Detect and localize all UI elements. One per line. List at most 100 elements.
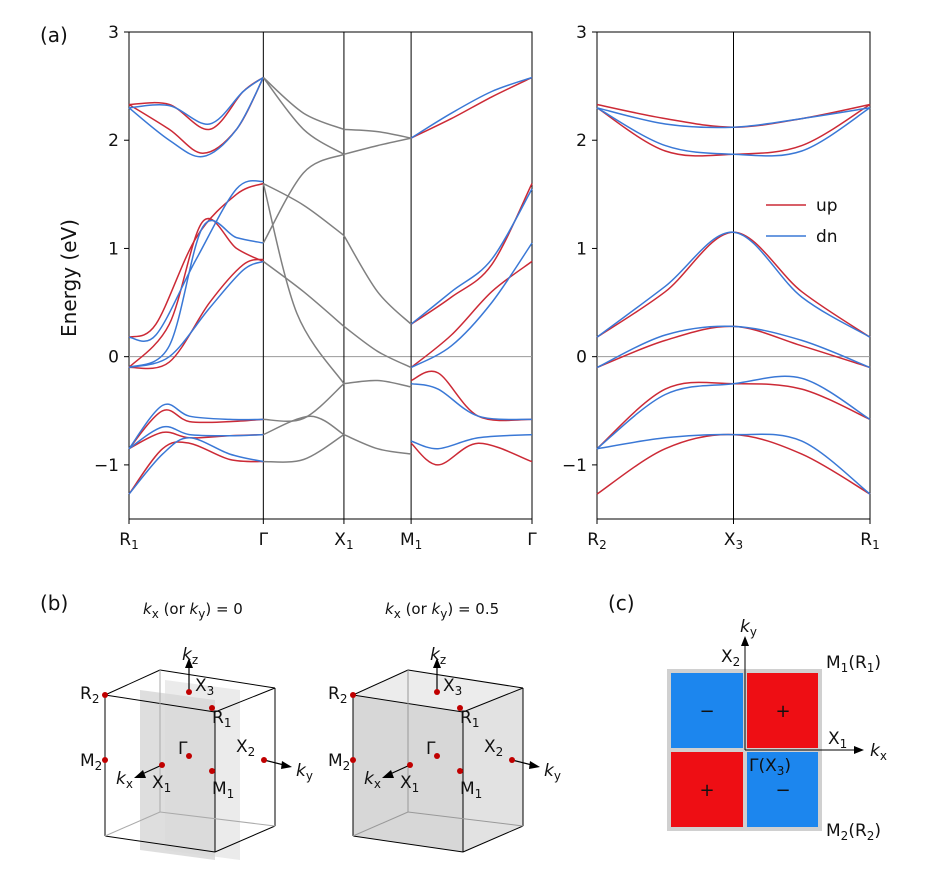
cube-left-kpoint-dot bbox=[159, 762, 165, 768]
chart-left-band-dn bbox=[128, 260, 264, 369]
chart-left-x-tick-label: R1 bbox=[119, 530, 138, 552]
quadrant-bottom-right bbox=[747, 752, 818, 827]
chart-left-band-up bbox=[410, 183, 533, 325]
chart-left-band-dn bbox=[128, 77, 264, 158]
bz-cube-left: kx (or ky) = 0 bbox=[104, 600, 276, 860]
chart-right-band-dn bbox=[596, 107, 871, 157]
cube-right-kpoint-label: M2 bbox=[328, 751, 350, 773]
quadrant-top-right bbox=[747, 673, 818, 748]
bz-cube-right: kx (or ky) = 0.5 bbox=[352, 600, 524, 853]
cube-right-kpoint-dot bbox=[350, 757, 356, 763]
cube-left-axis-label: kx bbox=[116, 769, 133, 791]
panel-label-b: (b) bbox=[40, 591, 68, 615]
chart-right-x-tick-label: R2 bbox=[587, 530, 606, 552]
kx-label: kx bbox=[870, 741, 887, 763]
cube-right-kpoint-dot bbox=[509, 757, 515, 763]
gamma-label: Γ(X3) bbox=[749, 756, 791, 778]
cube-right-kpoint-label: X3 bbox=[443, 676, 462, 698]
cube-edge bbox=[214, 687, 276, 713]
cube-left-kpoint-dot bbox=[102, 757, 108, 763]
cube-right-kpoint-label: R2 bbox=[328, 684, 347, 706]
cube-right-axis-label: ky bbox=[544, 761, 561, 783]
cube-right-kpoint-dot bbox=[434, 753, 440, 759]
chart-right-y-tick-label: 0 bbox=[576, 348, 587, 368]
cube-left-kpoint-label: R2 bbox=[80, 684, 99, 706]
cube-edge bbox=[352, 669, 409, 696]
chart-left-band-gray bbox=[343, 379, 412, 388]
chart-right-y-tick-label: −1 bbox=[562, 456, 587, 476]
chart-left-y-tick-label: 3 bbox=[108, 23, 119, 43]
chart-left-band-dn bbox=[128, 219, 264, 369]
cube-left-axis-label: kz bbox=[182, 645, 198, 667]
cube-edge bbox=[407, 669, 524, 689]
chart-left-band-up bbox=[128, 182, 264, 338]
panel-label-c: (c) bbox=[608, 591, 635, 615]
chart-right-band-dn bbox=[596, 325, 871, 369]
chart-right-y-tick-label: 1 bbox=[576, 239, 587, 259]
chart-left-band-gray bbox=[262, 76, 345, 131]
chart-left-band-up bbox=[128, 218, 264, 369]
chart-left-band-dn bbox=[410, 382, 533, 421]
cube-edge bbox=[159, 669, 276, 689]
cube-edge-hidden bbox=[352, 811, 409, 837]
x1-label: X1 bbox=[828, 729, 847, 751]
chart-right-band-dn bbox=[596, 433, 871, 495]
cube-edge bbox=[462, 687, 524, 713]
cube-left-kpoint-dot bbox=[186, 753, 192, 759]
cube-left-kpoint-dot bbox=[186, 689, 192, 695]
chart-left-band-gray bbox=[263, 415, 345, 436]
kx-arrowhead bbox=[854, 746, 864, 754]
chart-left-band-up bbox=[128, 441, 264, 495]
chart-left-band-gray bbox=[262, 77, 345, 155]
chart-left-x-tick-label: Γ bbox=[259, 530, 269, 550]
chart-left-band-up bbox=[410, 370, 533, 422]
chart-left-band-gray bbox=[262, 153, 345, 244]
chart-left-band-dn bbox=[410, 242, 533, 369]
cube-right-kpoint-dot bbox=[407, 762, 413, 768]
chart-left-band-dn bbox=[128, 76, 264, 125]
cube-left-kpoint-dot bbox=[209, 768, 215, 774]
chart-left-band-dn bbox=[410, 76, 533, 139]
cube-right-kpoint-label: M1 bbox=[460, 779, 482, 801]
legend-up-label: up bbox=[816, 196, 838, 216]
chart-left-band-up bbox=[410, 260, 533, 369]
chart-left-band-gray bbox=[343, 235, 412, 325]
chart-left-y-tick-label: 0 bbox=[108, 348, 119, 368]
chart-left-band-dn bbox=[128, 179, 264, 343]
y-axis-label: Energy (eV) bbox=[57, 219, 81, 337]
chart-left-band-gray bbox=[263, 383, 345, 423]
quadrant-sign: + bbox=[775, 701, 790, 722]
cube-left-kpoint-dot bbox=[209, 705, 215, 711]
chart-left-band-gray bbox=[262, 183, 345, 385]
cube-right-kz-arrowhead bbox=[433, 658, 441, 668]
cube-edge-hidden bbox=[104, 811, 161, 837]
chart-left-y-tick-label: 1 bbox=[108, 239, 119, 259]
chart-left-y-tick-label: −1 bbox=[94, 456, 119, 476]
cube-right-kpoint-dot bbox=[434, 689, 440, 695]
cube-left-kpoint-label: Γ bbox=[178, 739, 188, 759]
ky-arrowhead bbox=[741, 636, 749, 646]
cube-right-kpoint-label: R1 bbox=[460, 708, 479, 730]
quadrant-sign: − bbox=[775, 780, 790, 801]
cube-right-title: kx (or ky) = 0.5 bbox=[385, 600, 499, 621]
cube-edge bbox=[214, 825, 276, 853]
cube-right-kpoint-label: X1 bbox=[400, 773, 419, 795]
chart-right-band-dn bbox=[596, 231, 871, 338]
cube-right-axis-label: kx bbox=[364, 769, 381, 791]
chart-left-band-up bbox=[128, 76, 264, 131]
chart-left-x-tick-label: X1 bbox=[334, 530, 353, 552]
cube-right-kx-arrowhead bbox=[382, 770, 394, 778]
chart-left-band-up bbox=[128, 409, 264, 450]
chart-right-y-tick-label: 2 bbox=[576, 131, 587, 151]
chart-left-band-gray bbox=[262, 182, 345, 237]
cube-left-kpoint-label: X2 bbox=[236, 737, 255, 759]
cube-edge-hidden bbox=[159, 811, 276, 827]
chart-left-band-gray bbox=[343, 433, 412, 455]
chart-left-band-gray bbox=[343, 128, 412, 139]
panel-label-a: (a) bbox=[40, 23, 68, 47]
chart-left-band-gray bbox=[343, 325, 412, 369]
legend-dn-label: dn bbox=[816, 227, 838, 247]
band-chart-left: R1 Γ X1 M1 Γ −1 0 1 2 3 Energy (eV) bbox=[57, 23, 537, 552]
cube-left-kpoint-label: M1 bbox=[212, 779, 234, 801]
chart-left-band-gray bbox=[343, 137, 412, 156]
